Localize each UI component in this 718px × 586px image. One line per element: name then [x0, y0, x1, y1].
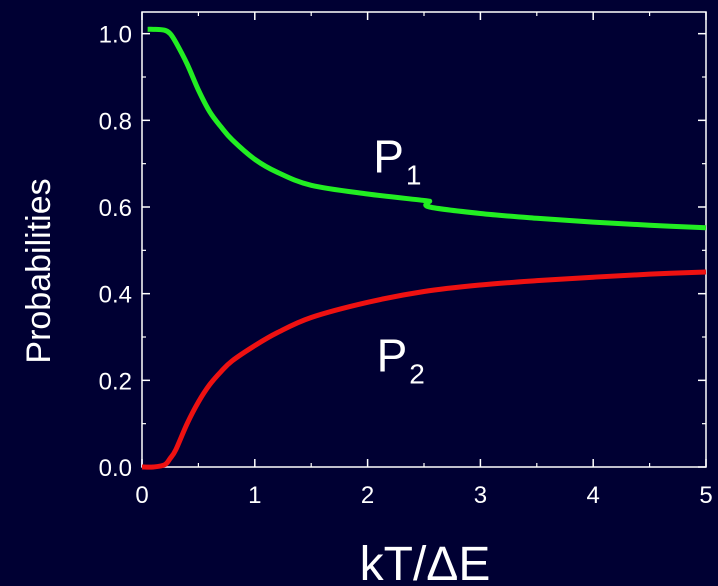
series-line-p2	[141, 269, 707, 470]
x-tick-label: 0	[135, 482, 148, 509]
x-axis-title: kT/ΔE	[360, 538, 491, 586]
y-tick-label: 0.6	[99, 195, 132, 222]
x-tick-label: 3	[474, 482, 487, 509]
y-tick-label: 0.4	[99, 282, 132, 309]
x-tick-label: 4	[587, 482, 600, 509]
ticks: 0 1 2 3 4 5 0.0 0.2 0.4 0.6 0.8 1.0	[99, 12, 713, 509]
x-tick-label: 5	[699, 482, 712, 509]
y-tick-label: 0.8	[99, 108, 132, 135]
series-label-main: P	[377, 330, 408, 382]
series-label-main: P	[373, 130, 404, 182]
series-label-subscript: 1	[406, 159, 422, 190]
axes	[141, 11, 707, 468]
y-tick-label: 1.0	[99, 22, 132, 49]
series-label-p2: P2	[377, 330, 425, 390]
x-tick-label: 1	[248, 482, 261, 509]
y-tick-label: 0.2	[99, 368, 132, 395]
series-label-subscript: 2	[409, 359, 425, 390]
series-line-p1	[147, 26, 707, 231]
series-label-p1: P1	[373, 130, 421, 190]
y-tick-label: 0.0	[99, 455, 132, 482]
y-axis-title: Probabilities	[20, 178, 58, 363]
series	[141, 26, 707, 470]
x-tick-label: 2	[361, 482, 374, 509]
plot-frame	[141, 11, 707, 468]
